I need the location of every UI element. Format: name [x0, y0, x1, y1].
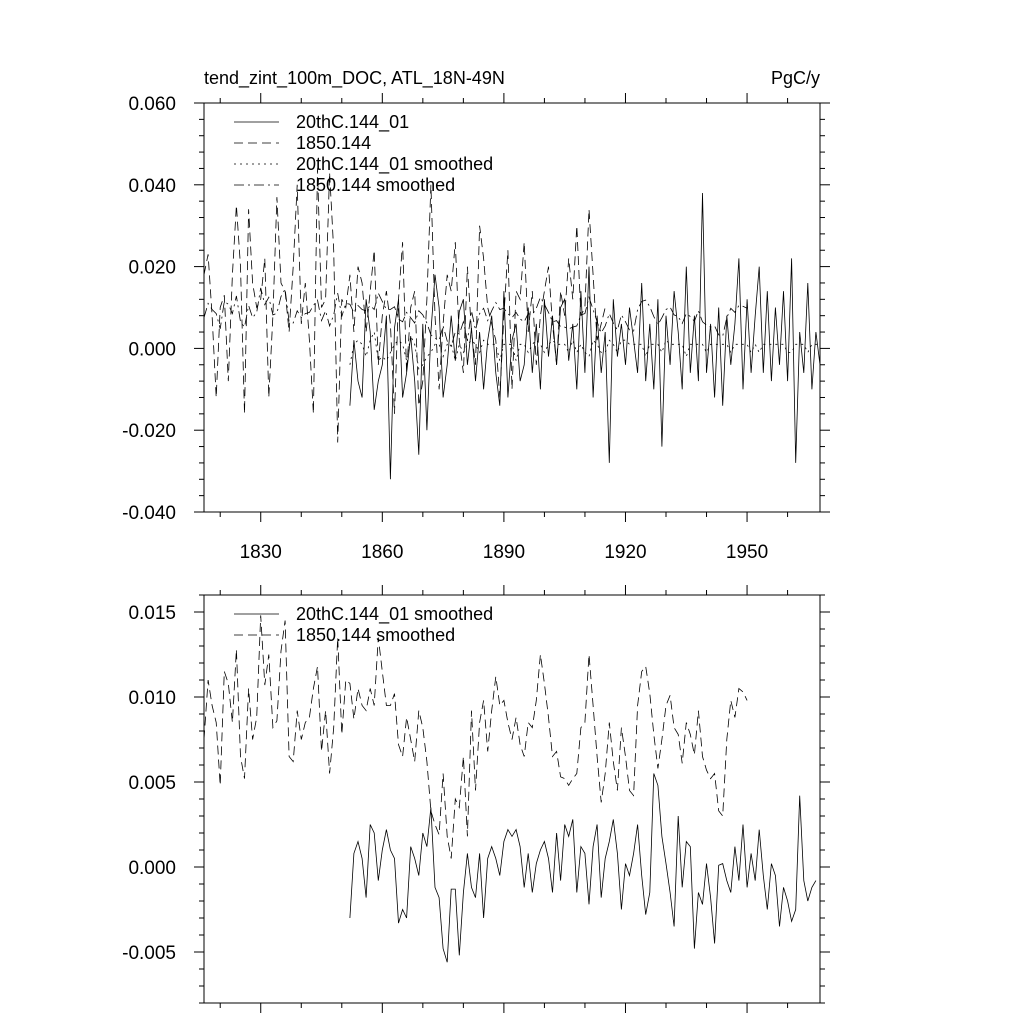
- series-line-1: [349, 192, 820, 480]
- y-tick-label: -0.005: [122, 943, 176, 964]
- top-panel: 1830 1860 1890 1920 1950 -0.040 -0.020 0.000 0.0…: [122, 68, 830, 563]
- x-tick-label: 1920: [604, 542, 646, 563]
- plot-frame: [203, 594, 821, 1004]
- y-tick-label: 0.020: [128, 258, 176, 279]
- legend-entry-label: 20thC.144_01 smoothed: [296, 604, 493, 625]
- y-tick-label: 0.040: [128, 176, 176, 197]
- legend-entry-label: 1850.144 smoothed: [296, 625, 455, 645]
- legend-entry-label: 1850.144 smoothed: [296, 175, 455, 195]
- y-tick-label: -0.040: [122, 503, 176, 524]
- legend-entry-label: 20thC.144_01: [296, 112, 409, 133]
- y-tick-label: 0.000: [128, 339, 176, 360]
- legend-entry-label: 20thC.144_01 smoothed: [296, 154, 493, 175]
- y-tick-label: 0.015: [128, 603, 176, 624]
- x-tick-label: 1860: [361, 542, 403, 563]
- y-tick-label: 0.005: [128, 773, 176, 794]
- y-tick-label: 0.010: [128, 688, 176, 709]
- x-tick-label: 1830: [240, 542, 282, 563]
- y-tick-label: -0.020: [122, 421, 176, 442]
- series-line-2: [204, 615, 748, 859]
- series-line-2: [204, 168, 606, 443]
- bottom-panel: -0.005 0.000 0.005 0.010 0.015 20thC.144_01 s…: [122, 585, 830, 1013]
- series-line-1: [349, 773, 817, 963]
- legend-entry-label: 1850.144: [296, 133, 371, 153]
- units-label: PgC/y: [771, 68, 820, 88]
- x-tick-label: 1890: [483, 542, 525, 563]
- x-tick-label: 1950: [726, 542, 768, 563]
- y-tick-label: 0.060: [128, 94, 176, 115]
- chart-title: tend_zint_100m_DOC, ATL_18N-49N: [204, 68, 505, 89]
- plot-frame: [203, 102, 821, 513]
- y-tick-label: 0.000: [128, 858, 176, 879]
